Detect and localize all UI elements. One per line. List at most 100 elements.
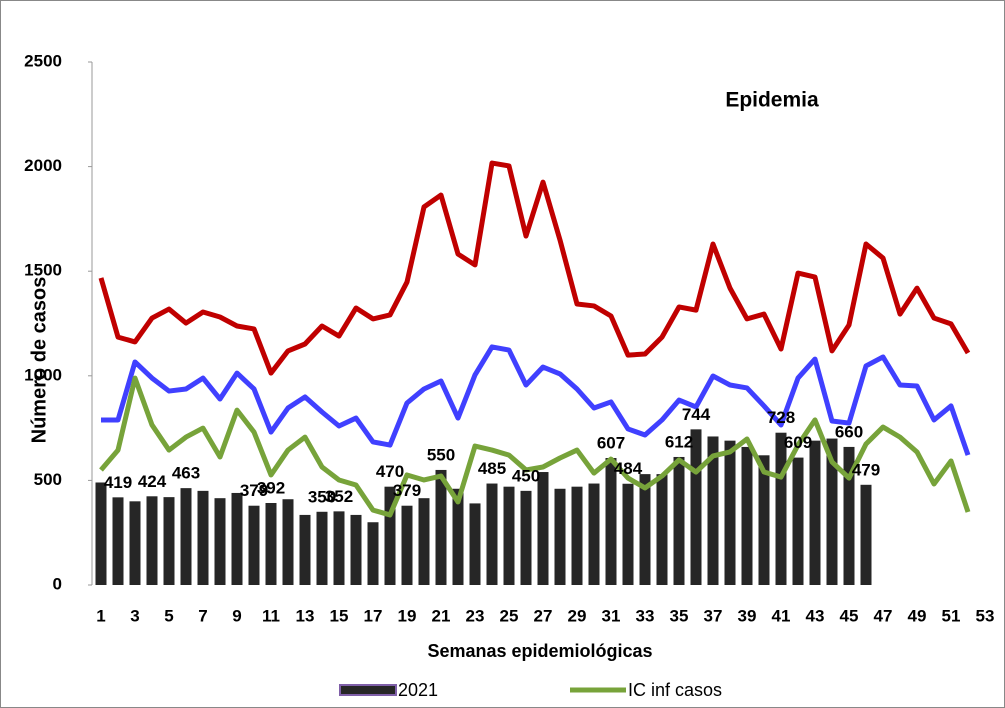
bar	[520, 490, 532, 585]
bar	[180, 488, 192, 585]
bar	[384, 486, 396, 585]
bar	[367, 522, 379, 585]
bar	[129, 501, 141, 585]
x-tick-label: 17	[364, 606, 383, 625]
bar	[265, 502, 277, 585]
x-tick-label: 37	[704, 606, 723, 625]
x-tick-label: 29	[568, 606, 587, 625]
data-label: 744	[682, 405, 711, 424]
bar	[622, 483, 634, 585]
legend-swatch	[339, 684, 397, 696]
bar	[452, 488, 464, 585]
data-label: 419	[104, 473, 132, 492]
x-tick-label: 49	[908, 606, 927, 625]
bar	[690, 429, 702, 585]
legend-label: 2021	[398, 680, 438, 700]
data-label: 352	[325, 487, 353, 506]
x-tick-label: 51	[942, 606, 961, 625]
x-tick-label: 47	[874, 606, 893, 625]
bar	[146, 496, 158, 585]
x-tick-label: 15	[330, 606, 349, 625]
bar	[401, 505, 413, 585]
data-label: 484	[614, 459, 643, 478]
bar	[316, 511, 328, 585]
chart-title: Epidemia	[725, 89, 819, 112]
bar	[860, 484, 872, 585]
x-tick-label: 23	[466, 606, 485, 625]
data-label: 607	[597, 433, 625, 452]
bar	[673, 456, 685, 585]
y-tick-label: 0	[53, 574, 62, 593]
bar	[724, 440, 736, 585]
line	[101, 344, 971, 456]
line	[98, 160, 971, 376]
data-label: 424	[138, 472, 167, 491]
bar	[214, 498, 226, 585]
x-tick-label: 31	[602, 606, 621, 625]
x-tick-label: 3	[130, 606, 139, 625]
bar	[826, 438, 838, 585]
bar	[418, 498, 430, 585]
bar	[95, 482, 107, 585]
data-label: 379	[240, 481, 268, 500]
bar	[486, 483, 498, 585]
bar	[775, 432, 787, 585]
bar	[707, 436, 719, 585]
data-label: 470	[376, 462, 404, 481]
y-tick-label: 1500	[24, 261, 62, 280]
x-tick-label: 19	[398, 606, 417, 625]
bar	[656, 474, 668, 585]
data-label: 550	[427, 445, 455, 464]
bar	[197, 490, 209, 585]
legend-label: IC inf casos	[628, 680, 722, 700]
x-tick-label: 7	[198, 606, 207, 625]
data-label: 728	[767, 408, 795, 427]
bar	[333, 511, 345, 585]
data-label: 660	[835, 422, 863, 441]
x-tick-label: 41	[772, 606, 791, 625]
y-tick-label: 500	[34, 470, 62, 489]
data-label: 479	[852, 460, 880, 479]
bar	[571, 486, 583, 585]
data-label: 350	[308, 487, 336, 506]
bar	[741, 446, 753, 585]
bar	[469, 503, 481, 585]
x-tick-label: 35	[670, 606, 689, 625]
bar	[435, 469, 447, 585]
x-axis-label: Semanas epidemiológicas	[427, 641, 652, 661]
bar	[350, 514, 362, 585]
bar	[163, 497, 175, 585]
data-label: 450	[512, 466, 540, 485]
data-label: 609	[784, 433, 812, 452]
bar	[112, 497, 124, 585]
bar	[792, 457, 804, 585]
data-label: 463	[172, 464, 200, 483]
x-tick-label: 25	[500, 606, 519, 625]
bar	[588, 483, 600, 585]
x-tick-label: 9	[232, 606, 241, 625]
line	[99, 375, 971, 518]
data-label: 392	[257, 478, 285, 497]
bar	[299, 514, 311, 585]
x-tick-label: 53	[976, 606, 995, 625]
x-tick-label: 39	[738, 606, 757, 625]
x-tick-label: 33	[636, 606, 655, 625]
bar	[554, 488, 566, 585]
data-label: 379	[393, 481, 421, 500]
x-tick-label: 27	[534, 606, 553, 625]
bar	[537, 472, 549, 585]
y-tick-label: 1000	[24, 365, 62, 384]
bar	[639, 474, 651, 585]
x-tick-label: 11	[262, 606, 280, 625]
x-tick-label: 45	[840, 606, 859, 625]
bar	[231, 492, 243, 585]
bar	[605, 458, 617, 585]
data-label: 485	[478, 459, 506, 478]
x-tick-label: 13	[296, 606, 315, 625]
bar	[282, 499, 294, 585]
x-tick-label: 21	[432, 606, 451, 625]
x-tick-label: 43	[806, 606, 825, 625]
x-tick-label: 1	[96, 606, 105, 625]
